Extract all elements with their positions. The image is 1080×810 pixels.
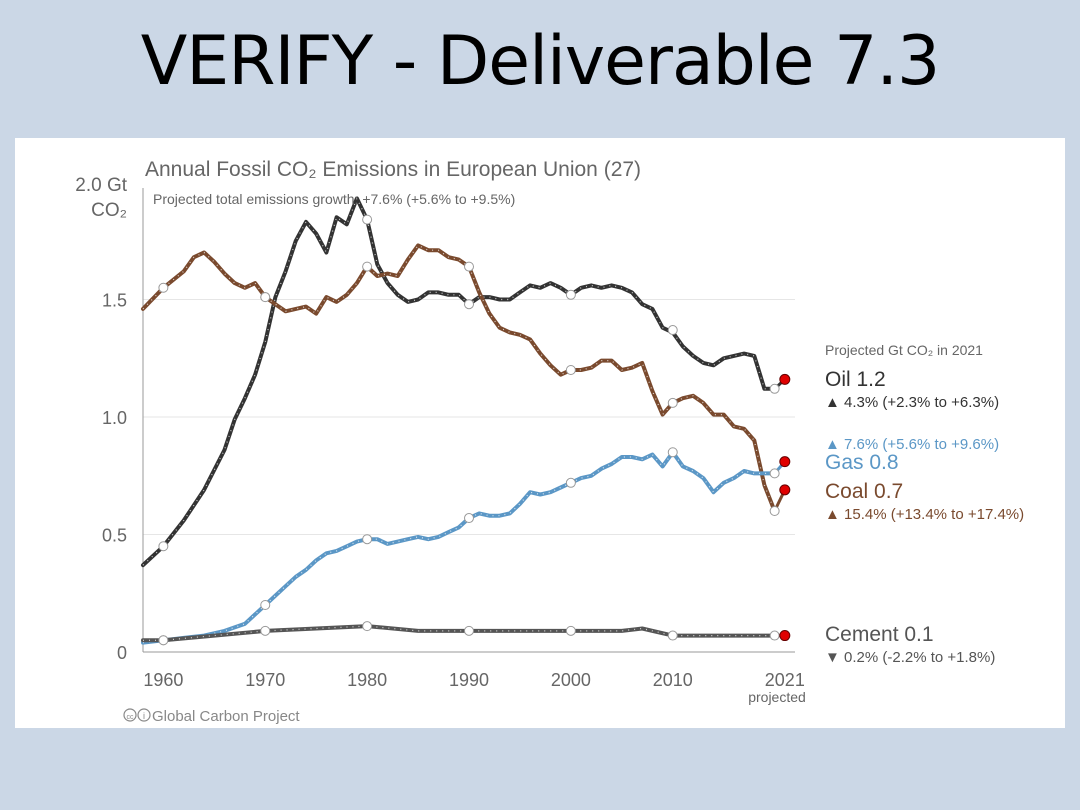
emissions-chart: 0 0.5 1.0 1.5 1960 1970 1980 1990 2000 2010 2021 A…	[75, 158, 1024, 725]
gas-decade-marker	[565, 477, 576, 488]
coal-projected-point	[779, 484, 791, 496]
cement-projected-point	[779, 630, 791, 642]
gas-series-line	[141, 450, 777, 645]
legend-oil-growth: ▲ 4.3% (+2.3% to +6.3%)	[825, 394, 999, 411]
attribution-icon	[137, 708, 151, 722]
y-axis-label-unit: 2.0 Gt	[75, 175, 127, 196]
legend-oil-name: Oil 1.2	[825, 368, 886, 391]
cement-decade-marker	[158, 635, 169, 646]
oil-series-line	[141, 196, 777, 568]
gas-projected-point	[779, 456, 791, 468]
x-tick-label: 2010	[653, 670, 693, 690]
cc-icon-glyph: cc	[127, 714, 135, 721]
x-axis-projected-label: projected	[748, 689, 806, 705]
cement-decade-marker	[769, 630, 780, 641]
y-tick-label: 0.5	[102, 526, 127, 546]
y-tick-label: 0	[117, 643, 127, 663]
gas-decade-marker	[260, 600, 271, 610]
attribution-icon-glyph: i	[143, 711, 145, 721]
gas-decade-marker	[667, 447, 678, 458]
legend-coal-growth: ▲ 15.4% (+13.4% to +17.4%)	[825, 506, 1024, 523]
cement-series-line	[141, 624, 777, 643]
series-lines	[141, 196, 791, 646]
legend-coal-name: Coal 0.7	[825, 480, 903, 503]
oil-decade-marker	[667, 325, 678, 336]
cement-decade-marker	[667, 630, 678, 641]
coal-decade-marker	[362, 261, 373, 272]
coal-decade-marker	[565, 365, 576, 375]
gas-decade-marker	[362, 534, 373, 545]
coal-decade-marker	[260, 292, 271, 303]
cement-decade-marker	[362, 621, 373, 632]
x-tick-label: 1960	[143, 670, 183, 690]
x-tick-label: 1980	[347, 670, 387, 690]
coal-decade-marker	[158, 282, 169, 293]
y-axis-label-gas: CO₂	[91, 200, 127, 221]
legend-gas-growth: ▲ 7.6% (+5.6% to +9.6%)	[825, 436, 999, 453]
cc-icon	[123, 708, 137, 722]
oil-decade-marker	[362, 214, 373, 225]
oil-projected-point	[779, 373, 791, 385]
axis-ticks: 0 0.5 1.0 1.5 1960 1970 1980 1990 2000 2010 2021	[102, 291, 805, 691]
oil-decade-marker	[158, 541, 169, 552]
legend-cement-growth: ▼ 0.2% (-2.2% to +1.8%)	[825, 649, 995, 666]
coal-decade-marker	[667, 397, 678, 408]
x-tick-label: 2021	[765, 670, 805, 690]
legend-cement-name: Cement 0.1	[825, 623, 934, 646]
gas-series-highlight	[142, 451, 775, 644]
cement-decade-marker	[565, 625, 576, 636]
y-tick-label: 1.0	[102, 408, 127, 428]
x-tick-label: 1990	[449, 670, 489, 690]
coal-decade-marker	[769, 506, 780, 516]
slide-title: VERIFY - Deliverable 7.3	[140, 22, 941, 101]
oil-decade-marker	[565, 289, 576, 300]
x-tick-label: 2000	[551, 670, 591, 690]
legend: Projected Gt CO₂ in 2021 Oil 1.2 ▲ 4.3% …	[825, 342, 1024, 666]
chart-card: 0 0.5 1.0 1.5 1960 1970 1980 1990 2000 2010 2021 A…	[15, 138, 1065, 728]
oil-decade-marker	[464, 299, 474, 310]
legend-gas-name: Gas 0.8	[825, 451, 899, 474]
chart-title: Annual Fossil CO₂ Emissions in European …	[145, 158, 641, 181]
coal-series-line	[141, 243, 777, 513]
grid-lines	[143, 299, 795, 535]
credit: cc i Global Carbon Project	[123, 708, 300, 725]
oil-decade-marker	[769, 383, 780, 394]
chart-subtitle: Projected total emissions growth: +7.6% …	[153, 191, 515, 207]
credit-text: Global Carbon Project	[152, 708, 300, 725]
legend-header: Projected Gt CO₂ in 2021	[825, 342, 983, 358]
cement-decade-marker	[260, 625, 271, 636]
x-tick-label: 1970	[245, 670, 285, 690]
gas-decade-marker	[464, 513, 474, 524]
y-tick-label: 1.5	[102, 291, 127, 311]
oil-series-highlight	[142, 196, 775, 566]
coal-decade-marker	[464, 261, 474, 272]
gas-decade-marker	[769, 468, 780, 479]
cement-decade-marker	[464, 625, 474, 636]
